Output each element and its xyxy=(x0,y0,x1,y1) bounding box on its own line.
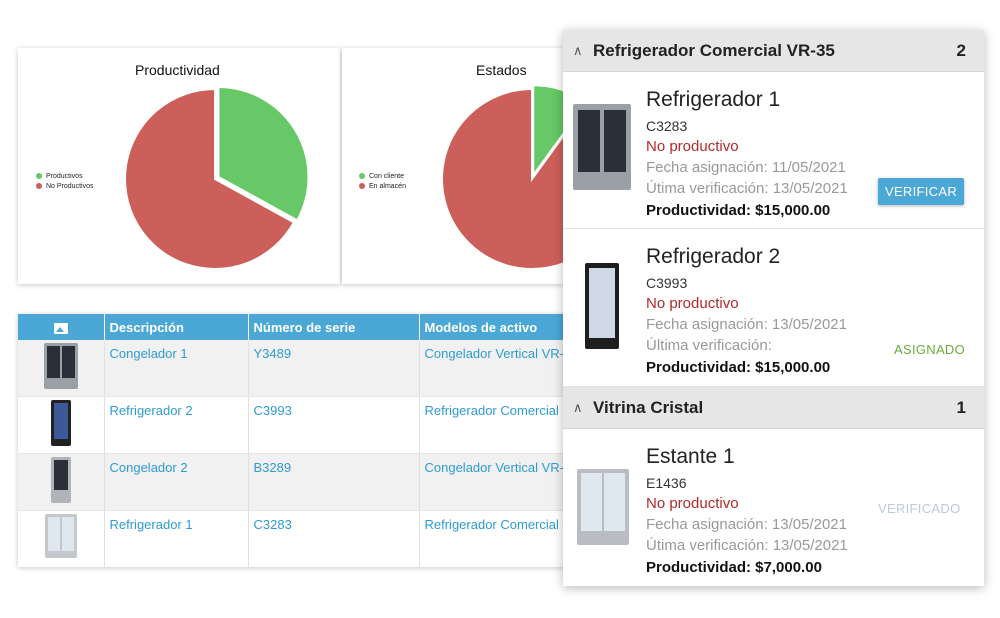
chart-legend: Productivos No Productivos xyxy=(36,172,93,192)
cell-modelo[interactable]: Congelador Vertical VR-40 xyxy=(419,340,580,397)
table-row[interactable]: Refrigerador 2 C3993 Refrigerador Comerc… xyxy=(18,396,580,454)
table-row[interactable]: Congelador 2 B3289 Congelador Vertical V… xyxy=(18,453,580,511)
group-header[interactable]: ∧ Vitrina Cristal 1 xyxy=(563,387,984,429)
asset-item[interactable]: Refrigerador 2 C3993 No productivo Fecha… xyxy=(563,229,984,387)
pie-slice-no-productivos[interactable] xyxy=(124,87,296,270)
chart-title: Productividad xyxy=(135,62,220,78)
assignment-date: Fecha asignación: 13/05/2021 xyxy=(646,516,847,533)
estados-pie xyxy=(441,84,582,270)
image-icon xyxy=(53,322,68,334)
group-header[interactable]: ∧ Refrigerador Comercial VR-35 2 xyxy=(563,30,984,72)
chart-title: Estados xyxy=(476,62,527,78)
asset-serial: C3993 xyxy=(646,275,688,291)
asset-status: No productivo xyxy=(646,495,739,512)
asset-status: No productivo xyxy=(646,138,739,155)
cell-descripcion[interactable]: Congelador 2 xyxy=(104,453,249,511)
asset-status: No productivo xyxy=(646,295,739,312)
pie-slice-en-almacén[interactable] xyxy=(441,87,582,270)
asset-thumbnail xyxy=(585,263,619,354)
image-column-header xyxy=(18,314,105,340)
group-count: 1 xyxy=(956,398,966,417)
asset-thumbnail xyxy=(577,469,629,550)
asset-serial: C3283 xyxy=(646,118,688,134)
assigned-status: ASIGNADO xyxy=(894,342,966,357)
cell-serie[interactable]: C3993 xyxy=(248,396,420,454)
cell-modelo[interactable]: Congelador Vertical VR-40 xyxy=(419,453,580,511)
cell-serie[interactable]: C3283 xyxy=(248,510,420,567)
last-verification: Útima verificación: 13/05/2021 xyxy=(646,180,848,197)
asset-thumbnail xyxy=(18,340,105,397)
table-row[interactable]: Congelador 1 Y3489 Congelador Vertical V… xyxy=(18,340,580,397)
productivity-value: Productividad: $15,000.00 xyxy=(646,359,831,376)
chevron-up-icon[interactable]: ∧ xyxy=(573,43,583,58)
productivity-value: Productividad: $7,000.00 xyxy=(646,559,822,576)
table-row[interactable]: Refrigerador 1 C3283 Refrigerador Comerc… xyxy=(18,510,580,567)
asset-thumbnail xyxy=(18,453,105,511)
last-verification: Última verificación: xyxy=(646,337,772,354)
cell-modelo[interactable]: Refrigerador Comercial VR-35 xyxy=(419,396,580,454)
asset-item[interactable]: Estante 1 E1436 No productivo Fecha asig… xyxy=(563,429,984,586)
legend-item: Productivos xyxy=(36,172,93,182)
column-header[interactable]: Descripción xyxy=(104,314,249,340)
productividad-chart-card: Productividad Productivos No Productivos xyxy=(18,48,340,284)
estados-chart-card: Estados Con cliente En almacén xyxy=(342,48,582,284)
asset-name: Refrigerador 2 xyxy=(646,245,781,268)
assignment-date: Fecha asignación: 13/05/2021 xyxy=(646,316,847,333)
assignment-date: Fecha asignación: 11/05/2021 xyxy=(646,159,846,176)
chevron-up-icon[interactable]: ∧ xyxy=(573,400,583,415)
cell-descripcion[interactable]: Refrigerador 1 xyxy=(104,510,249,567)
column-header[interactable]: Número de serie xyxy=(248,314,420,340)
productivity-value: Productividad: $15,000.00 xyxy=(646,202,831,219)
asset-thumbnail xyxy=(18,510,105,567)
asset-name: Estante 1 xyxy=(646,445,735,468)
asset-item[interactable]: Refrigerador 1 C3283 No productivo Fecha… xyxy=(563,72,984,229)
legend-item: En almacén xyxy=(359,182,406,192)
pie-slice-productivos[interactable] xyxy=(217,85,310,222)
legend-item: Con cliente xyxy=(359,172,406,182)
cell-modelo[interactable]: Refrigerador Comercial VR-35 xyxy=(419,510,580,567)
table-header-row: Descripción Número de serie Modelos de a… xyxy=(18,314,580,340)
asset-thumbnail xyxy=(573,104,631,195)
chart-legend: Con cliente En almacén xyxy=(359,172,406,192)
group-count: 2 xyxy=(956,41,966,60)
verified-status: VERIFICADO xyxy=(878,501,961,516)
asset-groups-panel: ∧ Refrigerador Comercial VR-35 2 Refrige… xyxy=(563,30,984,586)
cell-serie[interactable]: B3289 xyxy=(248,453,420,511)
verify-button[interactable]: VERIFICAR xyxy=(878,178,964,205)
cell-descripcion[interactable]: Congelador 1 xyxy=(104,340,249,397)
group-name: Vitrina Cristal xyxy=(593,398,704,417)
legend-item: No Productivos xyxy=(36,182,93,192)
asset-thumbnail xyxy=(18,396,105,454)
column-header[interactable]: Modelos de activo xyxy=(419,314,580,340)
assets-table: Descripción Número de serie Modelos de a… xyxy=(18,314,580,567)
asset-name: Refrigerador 1 xyxy=(646,88,781,111)
last-verification: Útima verificación: 13/05/2021 xyxy=(646,537,848,554)
cell-descripcion[interactable]: Refrigerador 2 xyxy=(104,396,249,454)
asset-serial: E1436 xyxy=(646,475,687,491)
group-name: Refrigerador Comercial VR-35 xyxy=(593,41,835,60)
productividad-pie xyxy=(124,85,310,270)
cell-serie[interactable]: Y3489 xyxy=(248,340,420,397)
